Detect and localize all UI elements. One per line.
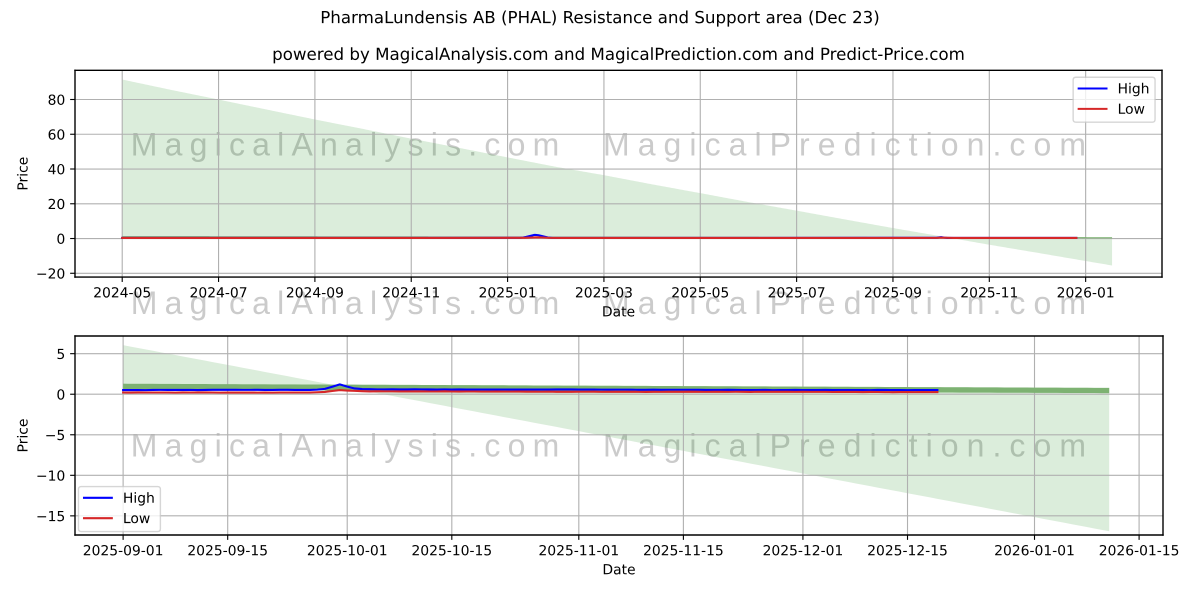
svg-text:MagicalAnalysis.com: MagicalAnalysis.com — [131, 428, 560, 464]
svg-text:MagicalAnalysis.com: MagicalAnalysis.com — [131, 285, 560, 321]
svg-text:MagicalPrediction.com: MagicalPrediction.com — [603, 126, 1086, 162]
